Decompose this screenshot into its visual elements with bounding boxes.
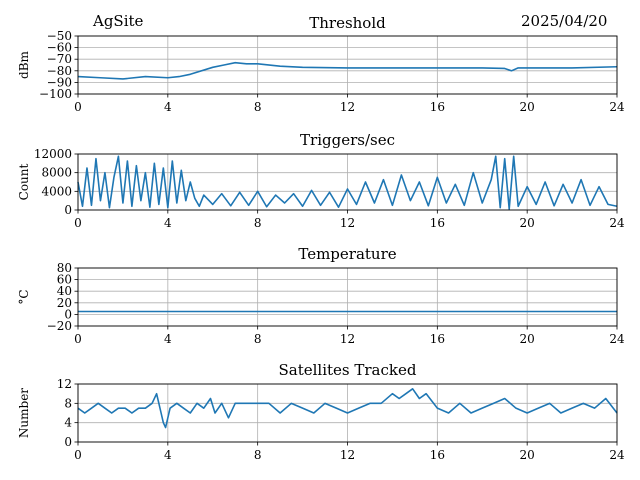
x-tick-label: 16 [430, 332, 445, 346]
y-tick-label: −70 [47, 52, 72, 66]
y-axis-label: Count [17, 163, 31, 200]
site-name: AgSite [93, 12, 144, 30]
y-tick-label: −60 [47, 41, 72, 55]
x-tick-label: 4 [164, 448, 172, 462]
x-tick-label: 24 [609, 332, 625, 346]
x-tick-label: 12 [340, 216, 355, 230]
x-tick-label: 8 [254, 332, 262, 346]
y-tick-label: 40 [57, 284, 72, 298]
panel-2: 0 4 8 12 16 20 24 0 4000 8000 12000 Triggers/sec Cou… [17, 131, 625, 230]
series-line [77, 155, 618, 210]
panel-4: 0 4 8 12 16 20 24 0 4 8 12 Satellites Tracked Number [17, 361, 625, 462]
x-tick-label: 8 [254, 216, 262, 230]
y-tick-label: 80 [57, 261, 72, 275]
y-tick-label: 0 [64, 435, 72, 449]
x-tick-label: 12 [340, 100, 355, 114]
x-tick-label: 4 [164, 216, 172, 230]
y-tick-label: 4 [64, 416, 72, 430]
x-tick-label: 8 [254, 448, 262, 462]
y-tick-label: 20 [57, 296, 72, 310]
y-tick-label: 12000 [34, 147, 72, 161]
y-tick-label: 60 [57, 273, 72, 287]
x-tick-label: 0 [74, 448, 82, 462]
panel-title: Triggers/sec [300, 131, 395, 149]
x-tick-label: 12 [340, 448, 355, 462]
y-tick-label: −80 [47, 64, 72, 78]
y-tick-label: −50 [47, 29, 72, 43]
x-tick-label: 16 [430, 448, 445, 462]
y-axis-label: °C [17, 289, 31, 304]
x-tick-label: 20 [520, 448, 535, 462]
x-tick-label: 4 [164, 100, 172, 114]
panel-1: 0 4 8 12 16 20 24 −100−90−80−70−60−50 Threshold d… [17, 14, 625, 114]
panel-title: Temperature [298, 245, 396, 263]
y-tick-label: 8000 [41, 166, 72, 180]
x-tick-label: 20 [520, 332, 535, 346]
y-tick-label: 12 [57, 377, 72, 391]
x-tick-label: 20 [520, 100, 535, 114]
y-axis-label: dBm [17, 50, 31, 79]
x-tick-label: 12 [340, 332, 355, 346]
x-tick-label: 16 [430, 216, 445, 230]
x-tick-label: 0 [74, 332, 82, 346]
panel-title: Threshold [309, 14, 386, 32]
date-label: 2025/04/20 [521, 12, 608, 30]
y-tick-label: 4000 [41, 184, 72, 198]
x-tick-label: 20 [520, 216, 535, 230]
y-tick-label: 0 [64, 307, 72, 321]
y-tick-label: 0 [64, 203, 72, 217]
series-line [77, 61, 618, 80]
x-tick-label: 24 [609, 100, 625, 114]
y-axis-label: Number [17, 388, 31, 438]
y-tick-label: −20 [47, 319, 72, 333]
y-tick-label: −100 [39, 87, 72, 101]
x-tick-label: 4 [164, 332, 172, 346]
x-tick-label: 0 [74, 216, 82, 230]
series-line [77, 388, 618, 429]
x-tick-label: 24 [609, 448, 625, 462]
x-tick-label: 0 [74, 100, 82, 114]
x-tick-label: 8 [254, 100, 262, 114]
x-tick-label: 24 [609, 216, 625, 230]
y-tick-label: −90 [47, 75, 72, 89]
y-tick-label: 8 [64, 396, 72, 410]
panel-title: Satellites Tracked [279, 361, 417, 379]
x-tick-label: 16 [430, 100, 445, 114]
